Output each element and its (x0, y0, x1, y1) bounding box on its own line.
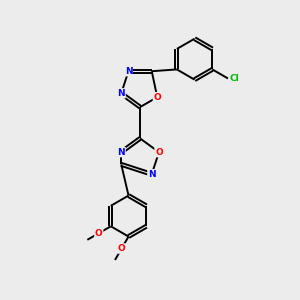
Text: N: N (148, 170, 156, 179)
Text: O: O (118, 244, 125, 253)
Text: O: O (155, 148, 163, 157)
Text: O: O (153, 93, 161, 102)
Text: Cl: Cl (229, 74, 239, 83)
Text: N: N (117, 148, 125, 157)
Text: O: O (95, 229, 103, 238)
Text: N: N (117, 89, 125, 98)
Text: N: N (124, 67, 132, 76)
